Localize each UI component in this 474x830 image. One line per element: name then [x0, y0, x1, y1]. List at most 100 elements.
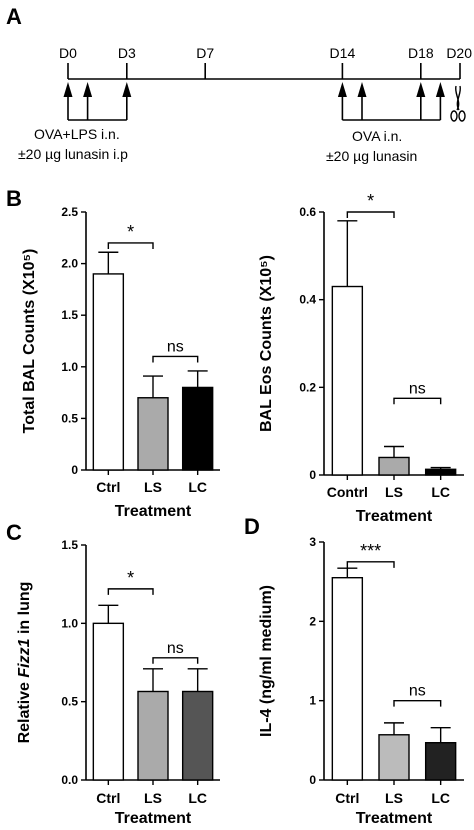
- y-tick-label: 2.0: [61, 257, 78, 271]
- y-axis-label-part: in lung: [16, 582, 33, 639]
- significance-label: ns: [409, 380, 426, 397]
- scissors-blade: [454, 85, 460, 111]
- y-tick-label: 0.2: [299, 380, 316, 394]
- category-label: LC: [431, 790, 450, 806]
- y-tick-label: 0.0: [61, 773, 78, 787]
- significance-label: *: [127, 222, 134, 242]
- significance-label: ns: [167, 640, 184, 657]
- y-axis-label-part: Fizz1: [16, 638, 33, 677]
- bar: [424, 468, 457, 476]
- category-label: LS: [144, 479, 162, 495]
- y-tick-label: 1.0: [61, 616, 78, 630]
- significance-bracket: [107, 588, 154, 595]
- timeline-day-label: D3: [118, 45, 136, 61]
- category-label: LS: [385, 484, 403, 500]
- scissors-icon: [450, 85, 466, 122]
- y-tick-label: 0.5: [61, 695, 78, 709]
- chart-bal-eos: 0 0.2 0.4 0.6 Contrl LS LC Treatment BAL Eos Cou…: [258, 191, 464, 525]
- significance-label: ns: [409, 683, 426, 700]
- induction-text-line1: OVA+LPS i.n.: [34, 126, 120, 142]
- scissors-handle: [458, 110, 466, 122]
- bar: [378, 456, 410, 476]
- y-axis-label: IL-4 (ng/ml medium): [258, 585, 275, 737]
- y-tick-label: 3: [309, 535, 316, 549]
- bar: [378, 734, 410, 781]
- x-axis-label: Treatment: [356, 810, 433, 827]
- bar: [92, 273, 125, 471]
- timeline: D0 D3 D7 D14 D18 D20 OVA+LPS i.n. ±20 µg lunasi…: [18, 45, 472, 164]
- scissors-handle: [450, 110, 458, 122]
- arrow-head: [63, 82, 73, 97]
- y-tick-label: 1.5: [61, 308, 78, 322]
- category-label: LS: [144, 790, 162, 806]
- timeline-day-label: D0: [59, 45, 77, 61]
- x-axis-label: Treatment: [115, 503, 192, 520]
- significance-label: ns: [167, 338, 184, 355]
- chart-fizz1: 0.0 0.5 1.0 1.5 Ctrl LS LC Treatment Relative Fi…: [16, 538, 220, 827]
- significance-bracket: [346, 561, 395, 568]
- significance-label: *: [367, 191, 374, 211]
- arrow-head: [435, 82, 445, 97]
- significance-bracket: [152, 657, 199, 664]
- y-tick-label: 0: [71, 463, 78, 477]
- bar: [331, 577, 364, 781]
- category-label: LC: [431, 484, 450, 500]
- panel-label-a: A: [6, 4, 22, 29]
- challenge-text-line2: ±20 µg lunasin: [326, 148, 417, 164]
- bar: [137, 690, 169, 781]
- bar: [424, 742, 457, 781]
- significance-bracket: [393, 699, 442, 707]
- y-tick-label: 0: [309, 773, 316, 787]
- arrow-head: [357, 82, 367, 97]
- bar: [181, 690, 214, 781]
- panel-label-b: B: [6, 186, 22, 211]
- significance-label: ***: [360, 541, 381, 561]
- x-axis-label: Treatment: [115, 810, 192, 827]
- category-label: LC: [188, 790, 207, 806]
- y-axis-label-part: Relative: [16, 678, 33, 744]
- timeline-day-label: D18: [408, 45, 434, 61]
- significance-label: *: [127, 568, 134, 588]
- chart-il4: 0 1 2 3 Ctrl LS LC Treatment IL-4 (ng/ml medium)…: [258, 535, 464, 827]
- y-tick-label: 2.5: [61, 205, 78, 219]
- timeline-day-label: D7: [196, 45, 214, 61]
- y-tick-label: 0.6: [299, 205, 316, 219]
- bar: [92, 622, 125, 781]
- y-tick-label: 1.0: [61, 360, 78, 374]
- category-label: LS: [385, 790, 403, 806]
- panel-label-d: D: [244, 514, 260, 539]
- arrow-head: [337, 82, 347, 97]
- category-label: Ctrl: [96, 790, 120, 806]
- induction-text-line2: ±20 µg lunasin i.p: [18, 146, 128, 162]
- y-tick-label: 0: [309, 468, 316, 482]
- significance-bracket: [393, 397, 442, 405]
- arrow-head: [122, 82, 132, 97]
- y-tick-label: 2: [309, 614, 316, 628]
- significance-bracket: [346, 211, 395, 218]
- bar: [137, 397, 169, 471]
- bar: [181, 386, 214, 471]
- y-tick-label: 1.5: [61, 538, 78, 552]
- category-label: Ctrl: [96, 479, 120, 495]
- category-label: Ctrl: [335, 790, 359, 806]
- arrow-head: [83, 82, 93, 97]
- significance-bracket: [152, 355, 199, 363]
- significance-bracket: [107, 242, 154, 249]
- y-axis-label: Total BAL Counts (X10⁵): [21, 249, 38, 434]
- timeline-day-label: D14: [330, 45, 356, 61]
- y-axis-label: BAL Eos Counts (X10⁵): [258, 255, 275, 432]
- arrow-head: [416, 82, 426, 97]
- chart-total-bal: 0 0.5 1.0 1.5 2.0 2.5 Ctrl LS LC Treatment Total B…: [21, 205, 220, 520]
- y-tick-label: 0.5: [61, 411, 78, 425]
- challenge-text-line1: OVA i.n.: [352, 128, 402, 144]
- category-label: LC: [188, 479, 207, 495]
- x-axis-label: Treatment: [356, 508, 433, 525]
- y-tick-label: 0.4: [299, 293, 316, 307]
- bar: [331, 285, 364, 476]
- timeline-day-label: D20: [446, 45, 472, 61]
- panel-label-c: C: [6, 520, 22, 545]
- y-tick-label: 1: [309, 694, 316, 708]
- y-axis-label: Relative Fizz1 in lung: [16, 582, 33, 744]
- category-label: Contrl: [327, 484, 368, 500]
